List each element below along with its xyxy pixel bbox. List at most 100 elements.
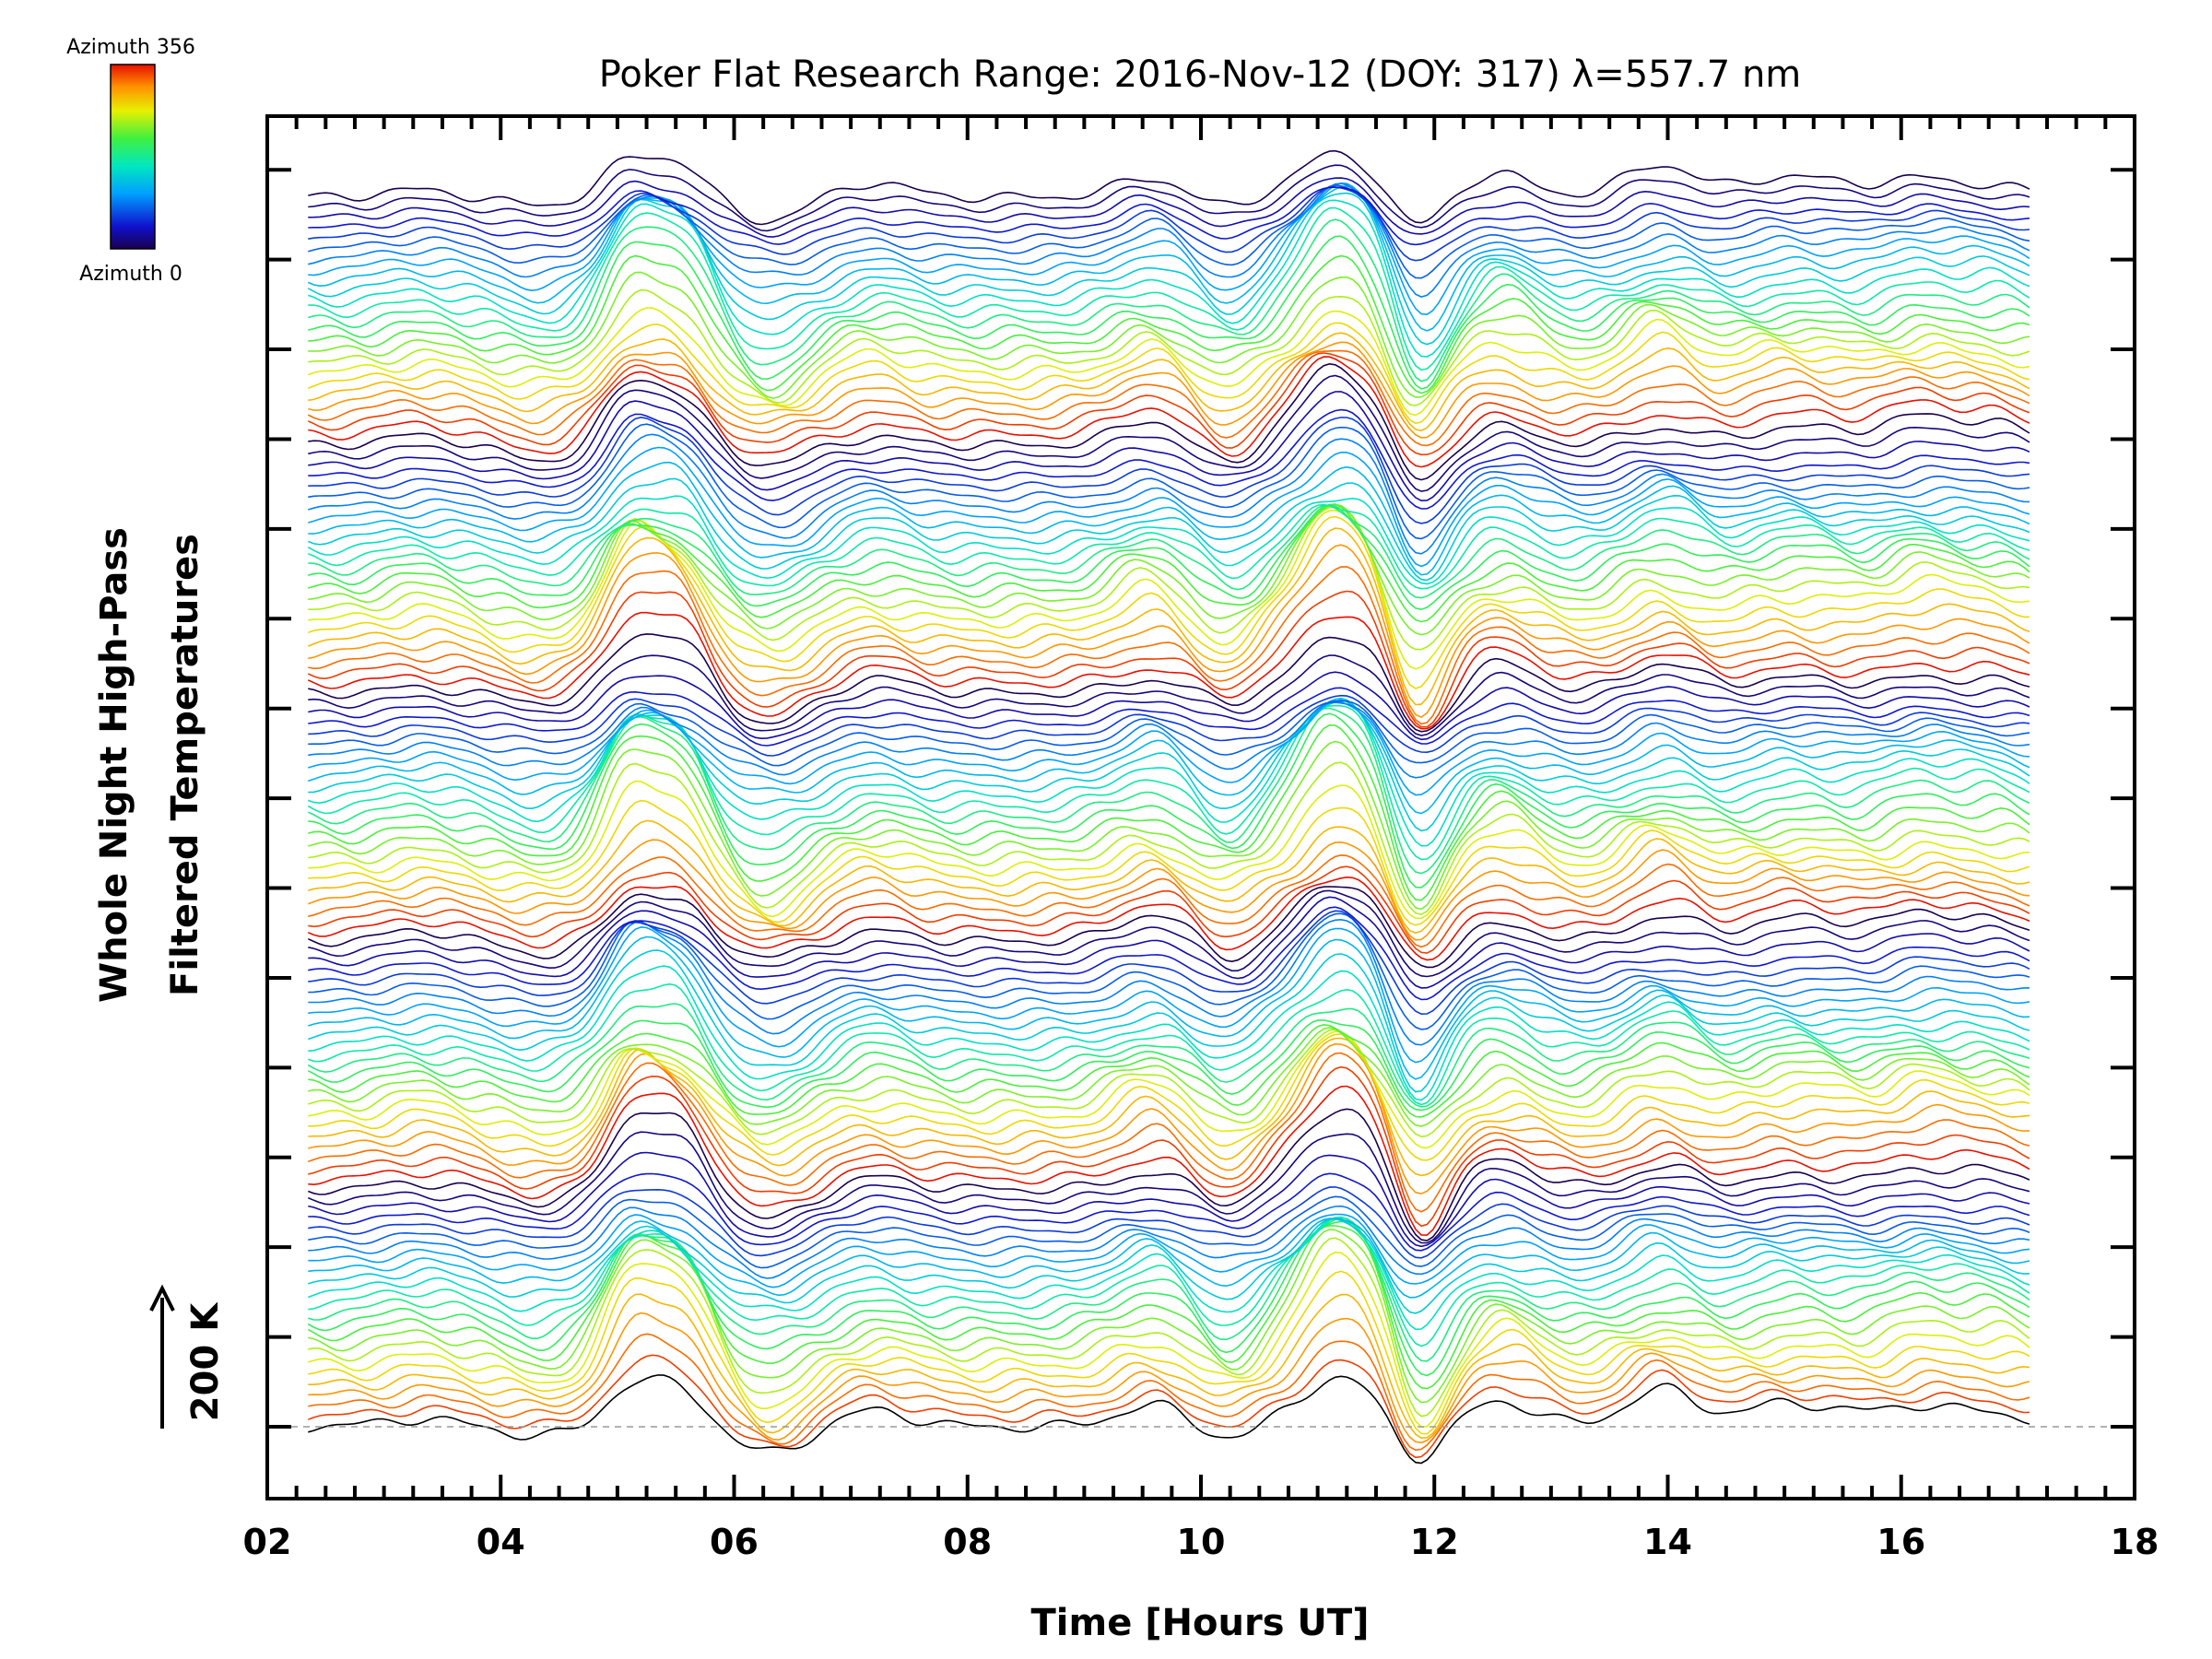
- series-line-9: [307, 1225, 2030, 1390]
- series-line-75: [308, 544, 2030, 719]
- series-line-58: [308, 712, 2030, 888]
- series-line-8: [308, 1229, 2030, 1404]
- series-line-56: [308, 740, 2030, 911]
- x-tick-labels: 02 04 06 08 10 12 14 16 18: [243, 1522, 2159, 1562]
- series-line-84: [308, 503, 2030, 590]
- series-line-50: [308, 853, 2030, 948]
- ticks-group: [265, 116, 2136, 1499]
- series-line-87: [308, 461, 2030, 576]
- series-line-109: [308, 199, 2030, 358]
- series-line-82: [308, 503, 2030, 611]
- series-line-98: [307, 349, 2030, 447]
- series-line-79: [308, 505, 2030, 651]
- series-line-57: [308, 724, 2030, 901]
- colorbar-top-label: Azimuth 356: [66, 36, 195, 59]
- series-line-93: [308, 391, 2030, 502]
- series-line-44: [308, 906, 2030, 1001]
- series-line-49: [308, 865, 2030, 954]
- series-line-27: [308, 1042, 2030, 1195]
- series-line-48: [307, 876, 2030, 961]
- series-line-105: [308, 254, 2030, 394]
- series-line-104: [308, 271, 2030, 399]
- x-tick-label: 06: [710, 1522, 759, 1562]
- series-line-1: [308, 1354, 2030, 1459]
- series-line-36: [308, 982, 2030, 1106]
- x-tick-label: 14: [1643, 1522, 1692, 1562]
- series-line-38: [308, 949, 2030, 1093]
- colorbar: [110, 64, 156, 250]
- series-line-83: [308, 504, 2030, 599]
- y-axis-label-line1: Whole Night High-Pass: [93, 527, 135, 1003]
- series-line-89: [308, 433, 2030, 555]
- series-line-3: [308, 1312, 2030, 1444]
- series-line-60: [307, 704, 2030, 861]
- series-line-107: [308, 218, 2030, 382]
- series-line-114: [308, 184, 2030, 279]
- series-line-47: [307, 886, 2030, 969]
- series-line-5: [308, 1270, 2030, 1435]
- x-tick-label: 16: [1877, 1522, 1925, 1562]
- series-line-95: [308, 362, 2030, 481]
- x-tick-label: 08: [943, 1522, 992, 1562]
- series-line-45: [308, 896, 2030, 989]
- series-line-7: [308, 1237, 2030, 1418]
- series-line-66: [308, 700, 2030, 767]
- series-line-62: [308, 697, 2030, 832]
- series-line-118: [308, 164, 2030, 232]
- series-line-85: [307, 495, 2030, 585]
- series-line-14: [308, 1218, 2030, 1314]
- series-line-11: [308, 1217, 2030, 1362]
- series-line-40: [308, 926, 2030, 1064]
- series-line-94: [308, 374, 2030, 492]
- series-line-26: [308, 1052, 2030, 1213]
- series-line-80: [308, 503, 2030, 636]
- series-line-65: [308, 701, 2030, 779]
- series-line-119: [308, 149, 2030, 226]
- series-line-73: [307, 590, 2030, 728]
- series-line-81: [308, 503, 2030, 623]
- x-tick-label: 04: [477, 1522, 525, 1562]
- series-line-101: [308, 322, 2030, 425]
- series-line-20: [308, 1172, 2030, 1252]
- series-line-99: [308, 341, 2030, 439]
- series-line-112: [308, 182, 2030, 316]
- series-line-76: [308, 527, 2030, 706]
- series-line-33: [308, 1023, 2030, 1118]
- series-line-39: [308, 935, 2030, 1080]
- series-line-92: [308, 408, 2030, 510]
- series-line-100: [308, 332, 2030, 432]
- series-line-24: [308, 1085, 2030, 1236]
- series-line-64: [308, 700, 2030, 796]
- series-line-34: [307, 1019, 2030, 1112]
- series-line-91: [308, 416, 2030, 524]
- colorbar-bottom-label: Azimuth 0: [79, 263, 182, 286]
- series-line-12: [308, 1216, 2030, 1347]
- series-line-16: [308, 1213, 2030, 1288]
- chart-title: Poker Flat Research Range: 2016-Nov-12 (…: [599, 53, 1802, 96]
- series-line-97: [307, 352, 2030, 456]
- series-line-70: [308, 654, 2030, 736]
- series-line-69: [308, 671, 2030, 741]
- x-tick-label: 18: [2111, 1522, 2159, 1562]
- series-line-90: [308, 423, 2030, 540]
- series-line-35: [307, 1003, 2030, 1108]
- series-line-15: [308, 1218, 2030, 1299]
- series-line-30: [308, 1030, 2030, 1149]
- series-line-17: [308, 1205, 2030, 1279]
- series-line-67: [308, 694, 2030, 757]
- series-line-18: [308, 1195, 2030, 1269]
- series-line-29: [308, 1033, 2030, 1161]
- x-axis-label: Time [Hours UT]: [1031, 1602, 1370, 1644]
- series-line-37: [308, 965, 2030, 1101]
- series-line-68: [308, 687, 2030, 747]
- series-line-115: [308, 186, 2030, 262]
- series-group: [307, 149, 2030, 1465]
- series-line-61: [308, 700, 2030, 847]
- series-line-2: [308, 1333, 2030, 1452]
- x-tick-label: 02: [243, 1522, 292, 1562]
- series-line-28: [308, 1037, 2030, 1177]
- series-line-108: [308, 206, 2030, 371]
- scale-bar-arrow-head: [149, 1284, 175, 1312]
- y-axis-label-line2: Filtered Temperatures: [164, 534, 206, 996]
